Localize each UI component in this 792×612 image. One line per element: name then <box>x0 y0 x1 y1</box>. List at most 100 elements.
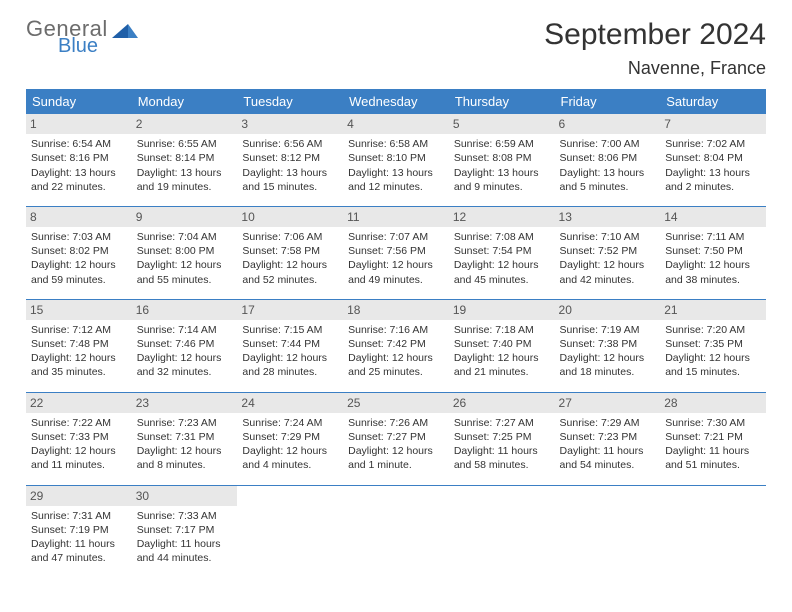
sunrise-line: Sunrise: 7:12 AM <box>31 323 127 337</box>
day-number: 3 <box>237 114 343 134</box>
weekday-header: Thursday <box>449 89 555 114</box>
daylight-line: Daylight: 12 hours and 42 minutes. <box>560 258 656 286</box>
day-number: 13 <box>555 207 661 227</box>
sunrise-line: Sunrise: 7:14 AM <box>137 323 233 337</box>
sunrise-line: Sunrise: 7:03 AM <box>31 230 127 244</box>
month-title: September 2024 <box>544 18 766 52</box>
day-number: 20 <box>555 300 661 320</box>
calendar-cell <box>555 485 661 577</box>
day-number: 11 <box>343 207 449 227</box>
calendar-cell: 16Sunrise: 7:14 AMSunset: 7:46 PMDayligh… <box>132 299 238 392</box>
calendar-body: 1 Sunrise: 6:54 AMSunset: 8:16 PM Daylight… <box>26 114 766 577</box>
sunset-line: Sunset: 8:16 PM <box>31 151 127 165</box>
day-number: 19 <box>449 300 555 320</box>
daylight-line: Daylight: 12 hours and 1 minute. <box>348 444 444 472</box>
sunrise-line: Sunrise: 7:23 AM <box>137 416 233 430</box>
daylight-line: Daylight: 12 hours and 52 minutes. <box>242 258 338 286</box>
calendar-cell: 7Sunrise: 7:02 AMSunset: 8:04 PMDaylight… <box>660 114 766 206</box>
calendar-cell: 22Sunrise: 7:22 AMSunset: 7:33 PMDayligh… <box>26 392 132 485</box>
sunrise-line: Sunrise: 6:58 AM <box>348 137 444 151</box>
sunset-line: Sunset: 7:19 PM <box>31 523 127 537</box>
sunset-line: Sunset: 7:23 PM <box>560 430 656 444</box>
day-number: 28 <box>660 393 766 413</box>
calendar-cell: 8Sunrise: 7:03 AMSunset: 8:02 PMDaylight… <box>26 206 132 299</box>
sunset-line: Sunset: 8:06 PM <box>560 151 656 165</box>
sunset-line: Sunset: 7:58 PM <box>242 244 338 258</box>
sunrise-line: Sunrise: 6:54 AM <box>31 137 127 151</box>
sunset-line: Sunset: 7:29 PM <box>242 430 338 444</box>
sunrise-line: Sunrise: 7:08 AM <box>454 230 550 244</box>
sunrise-line: Sunrise: 7:30 AM <box>665 416 761 430</box>
daylight-line: Daylight: 12 hours and 11 minutes. <box>31 444 127 472</box>
calendar-cell: 19Sunrise: 7:18 AMSunset: 7:40 PMDayligh… <box>449 299 555 392</box>
sunrise-line: Sunrise: 6:56 AM <box>242 137 338 151</box>
logo-triangle-icon <box>112 20 138 42</box>
weekday-header: Wednesday <box>343 89 449 114</box>
weekday-header: Monday <box>132 89 238 114</box>
daylight-line: Daylight: 13 hours and 12 minutes. <box>348 166 444 194</box>
sunrise-line: Sunrise: 7:10 AM <box>560 230 656 244</box>
calendar-cell: 28Sunrise: 7:30 AMSunset: 7:21 PMDayligh… <box>660 392 766 485</box>
daylight-line: Daylight: 13 hours and 9 minutes. <box>454 166 550 194</box>
daylight-line: Daylight: 12 hours and 15 minutes. <box>665 351 761 379</box>
title-block: September 2024 Navenne, France <box>544 18 766 79</box>
calendar-cell: 21 Sunrise: 7:20 AMSunset: 7:35 PMDayligh… <box>660 299 766 392</box>
daylight-line: Daylight: 13 hours and 15 minutes. <box>242 166 338 194</box>
day-number: 23 <box>132 393 238 413</box>
day-number: 5 <box>449 114 555 134</box>
day-number: 25 <box>343 393 449 413</box>
calendar-cell: 17Sunrise: 7:15 AMSunset: 7:44 PMDayligh… <box>237 299 343 392</box>
day-number: 26 <box>449 393 555 413</box>
calendar-head: SundayMondayTuesdayWednesdayThursdayFrid… <box>26 89 766 114</box>
daylight-line: Daylight: 11 hours and 47 minutes. <box>31 537 127 565</box>
sunset-line: Sunset: 7:35 PM <box>665 337 761 351</box>
sunrise-line: Sunrise: 7:04 AM <box>137 230 233 244</box>
day-number: 17 <box>237 300 343 320</box>
sunrise-line: Sunrise: 7:11 AM <box>665 230 761 244</box>
weekday-header: Sunday <box>26 89 132 114</box>
sunrise-line: Sunrise: 7:20 AM <box>665 323 761 337</box>
day-number: 1 <box>26 114 132 134</box>
day-number: 21 <box>660 300 766 320</box>
sunset-line: Sunset: 7:44 PM <box>242 337 338 351</box>
day-number: 12 <box>449 207 555 227</box>
sunrise-line: Sunrise: 6:59 AM <box>454 137 550 151</box>
calendar-cell: 3Sunrise: 6:56 AMSunset: 8:12 PMDaylight… <box>237 114 343 206</box>
day-number: 10 <box>237 207 343 227</box>
sunrise-line: Sunrise: 7:19 AM <box>560 323 656 337</box>
daylight-line: Daylight: 12 hours and 28 minutes. <box>242 351 338 379</box>
sunrise-line: Sunrise: 7:02 AM <box>665 137 761 151</box>
calendar-cell: 11Sunrise: 7:07 AMSunset: 7:56 PMDayligh… <box>343 206 449 299</box>
sunset-line: Sunset: 7:46 PM <box>137 337 233 351</box>
daylight-line: Daylight: 12 hours and 45 minutes. <box>454 258 550 286</box>
calendar-cell: 27Sunrise: 7:29 AMSunset: 7:23 PMDayligh… <box>555 392 661 485</box>
day-number: 4 <box>343 114 449 134</box>
calendar-cell: 9Sunrise: 7:04 AMSunset: 8:00 PMDaylight… <box>132 206 238 299</box>
calendar-cell: 18Sunrise: 7:16 AMSunset: 7:42 PMDayligh… <box>343 299 449 392</box>
daylight-line: Daylight: 12 hours and 49 minutes. <box>348 258 444 286</box>
daylight-line: Daylight: 12 hours and 21 minutes. <box>454 351 550 379</box>
sunset-line: Sunset: 7:31 PM <box>137 430 233 444</box>
calendar-cell: 6 Sunrise: 7:00 AMSunset: 8:06 PMDaylight… <box>555 114 661 206</box>
sunrise-line: Sunrise: 7:00 AM <box>560 137 656 151</box>
calendar-cell: 12Sunrise: 7:08 AMSunset: 7:54 PMDayligh… <box>449 206 555 299</box>
brand-text: General Blue <box>26 18 108 56</box>
sunset-line: Sunset: 7:21 PM <box>665 430 761 444</box>
calendar-cell: 23Sunrise: 7:23 AMSunset: 7:31 PMDayligh… <box>132 392 238 485</box>
weekday-header: Tuesday <box>237 89 343 114</box>
day-number: 7 <box>660 114 766 134</box>
sunset-line: Sunset: 7:27 PM <box>348 430 444 444</box>
day-number: 8 <box>26 207 132 227</box>
daylight-line: Daylight: 12 hours and 32 minutes. <box>137 351 233 379</box>
sunset-line: Sunset: 8:14 PM <box>137 151 233 165</box>
sunrise-line: Sunrise: 7:24 AM <box>242 416 338 430</box>
day-number: 6 <box>555 114 661 134</box>
sunset-line: Sunset: 8:02 PM <box>31 244 127 258</box>
calendar-cell <box>237 485 343 577</box>
calendar-cell: 5Sunrise: 6:59 AMSunset: 8:08 PMDaylight… <box>449 114 555 206</box>
sunset-line: Sunset: 7:17 PM <box>137 523 233 537</box>
daylight-line: Daylight: 13 hours and 5 minutes. <box>560 166 656 194</box>
daylight-line: Daylight: 12 hours and 55 minutes. <box>137 258 233 286</box>
day-number: 24 <box>237 393 343 413</box>
sunset-line: Sunset: 7:52 PM <box>560 244 656 258</box>
